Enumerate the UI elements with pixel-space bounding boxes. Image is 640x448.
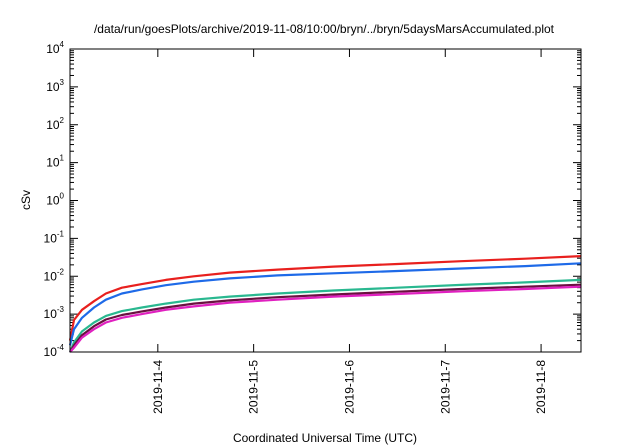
y-tick-label: 10-2 xyxy=(44,267,65,283)
x-tick-label: 2019-11-7 xyxy=(438,360,452,414)
series-line xyxy=(68,278,582,353)
y-tick-label: 100 xyxy=(46,192,64,208)
series-line xyxy=(68,255,582,341)
x-tick-label: 2019-11-5 xyxy=(247,360,261,414)
plot-frame xyxy=(69,48,582,353)
y-tick-label: 103 xyxy=(46,78,64,94)
y-tick-label: 104 xyxy=(46,40,64,56)
y-tick-label: 102 xyxy=(46,116,64,132)
series-layer xyxy=(68,255,582,353)
x-tick-label: 2019-11-8 xyxy=(534,360,548,414)
x-axis-ticks: 2019-11-4 2019-11-5 2019-11-6 2019-11-7 2019… xyxy=(151,49,548,414)
y-axis-ticks: 10-4 10-3 10-2 10-1 100 101 102 103 104 xyxy=(44,40,581,359)
y-axis-label: cSv xyxy=(19,190,33,210)
series-line xyxy=(69,285,582,353)
x-tick-label: 2019-11-6 xyxy=(342,360,356,414)
y-tick-label: 10-1 xyxy=(44,229,65,245)
series-line xyxy=(68,262,582,346)
y-tick-label: 101 xyxy=(46,154,64,170)
y-tick-label: 10-3 xyxy=(44,305,65,321)
x-axis-label: Coordinated Universal Time (UTC) xyxy=(233,431,417,445)
x-tick-label: 2019-11-4 xyxy=(151,360,165,414)
chart-title: /data/run/goesPlots/archive/2019-11-08/1… xyxy=(94,22,555,36)
series-line xyxy=(69,283,582,353)
y-tick-label: 10-4 xyxy=(44,343,65,359)
